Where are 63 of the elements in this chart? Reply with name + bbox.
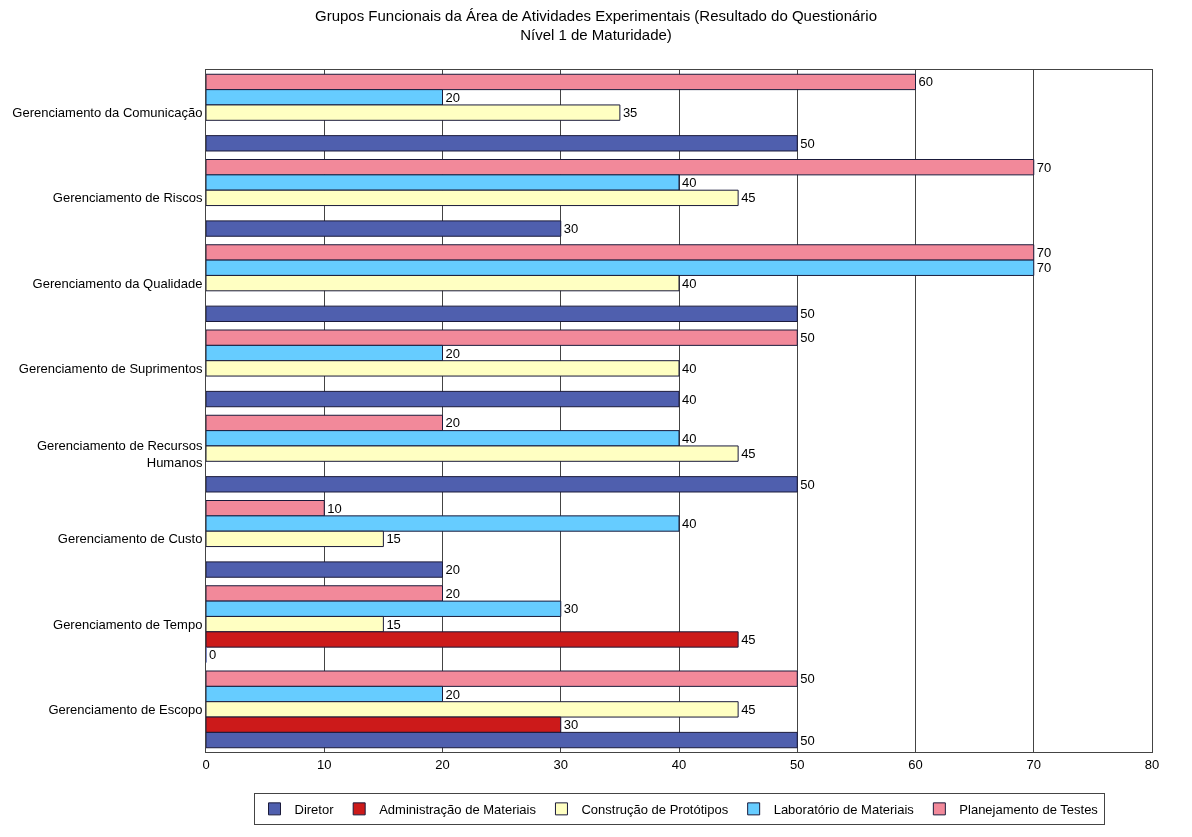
bar xyxy=(206,476,798,493)
data-label: 20 xyxy=(445,415,460,431)
legend-label: Laboratório de Materiais xyxy=(773,801,915,817)
x-tick-label: 80 xyxy=(1144,756,1160,772)
x-tick-label: 60 xyxy=(908,756,923,772)
data-label: 60 xyxy=(918,74,933,90)
data-label: 15 xyxy=(386,616,401,632)
x-tick-label: 20 xyxy=(435,756,450,772)
data-label: 50 xyxy=(800,732,815,748)
data-label: 20 xyxy=(445,686,460,702)
data-label: 50 xyxy=(800,476,815,492)
legend-label: Planejamento de Testes xyxy=(959,801,1099,817)
data-label: 20 xyxy=(445,345,460,361)
bar xyxy=(206,220,562,237)
y-tick-label: Gerenciamento de Riscos xyxy=(52,190,203,206)
data-label: 30 xyxy=(563,221,579,237)
data-label: 40 xyxy=(682,360,697,376)
chart-title: Grupos Funcionais da Área de Atividades Experimentais (Resultado do Questionário Nível 1 de Maturidade) xyxy=(315,6,877,44)
y-tick-label: Gerenciamento de Escopo xyxy=(48,701,203,717)
bar xyxy=(206,135,798,152)
data-label: 30 xyxy=(563,717,579,733)
data-label: 50 xyxy=(800,330,815,346)
data-label: 50 xyxy=(800,306,815,322)
data-label: 45 xyxy=(741,631,756,647)
data-label: 30 xyxy=(563,601,579,617)
data-label: 20 xyxy=(445,585,460,601)
data-label: 50 xyxy=(800,671,815,687)
x-tick-label: 70 xyxy=(1026,756,1041,772)
data-label: 10 xyxy=(327,500,342,516)
bar xyxy=(206,305,798,322)
x-tick-label: 40 xyxy=(671,756,687,772)
data-label: 70 xyxy=(1036,260,1052,276)
legend-label: Administração de Materiais xyxy=(379,801,537,817)
data-label: 50 xyxy=(800,135,815,151)
y-tick-label: Gerenciamento da Qualidade xyxy=(32,275,203,291)
y-tick-label: Gerenciamento de Tempo xyxy=(53,616,203,632)
x-tick-label: 30 xyxy=(553,756,568,772)
data-label: 70 xyxy=(1036,159,1052,175)
data-label: 0 xyxy=(209,647,217,663)
data-label: 35 xyxy=(622,105,638,121)
data-label: 70 xyxy=(1036,244,1052,260)
x-tick-label: 10 xyxy=(317,756,332,772)
data-label: 20 xyxy=(445,89,460,105)
data-label: 15 xyxy=(386,531,401,547)
data-label: 40 xyxy=(682,275,697,291)
legend-label: Diretor xyxy=(294,801,335,817)
data-label: 45 xyxy=(741,701,756,717)
legend-label: Construção de Protótipos xyxy=(581,801,729,817)
data-label: 40 xyxy=(682,391,697,407)
data-label: 40 xyxy=(682,175,697,191)
data-label: 45 xyxy=(741,190,756,206)
x-tick-label: 50 xyxy=(790,756,805,772)
y-tick-label: Gerenciamento de Recursos Humanos xyxy=(36,437,203,470)
y-tick-label: Gerenciamento de Custo xyxy=(57,531,203,547)
data-label: 20 xyxy=(445,562,460,578)
data-label: 40 xyxy=(682,516,697,532)
data-label: 40 xyxy=(682,430,697,446)
x-tick-label: 0 xyxy=(202,756,210,772)
y-tick-label: Gerenciamento de Suprimentos xyxy=(18,360,203,376)
bar xyxy=(206,561,443,578)
bar xyxy=(206,390,680,408)
data-label: 45 xyxy=(741,446,756,462)
y-tick-label: Gerenciamento da Comunicação xyxy=(12,105,203,121)
